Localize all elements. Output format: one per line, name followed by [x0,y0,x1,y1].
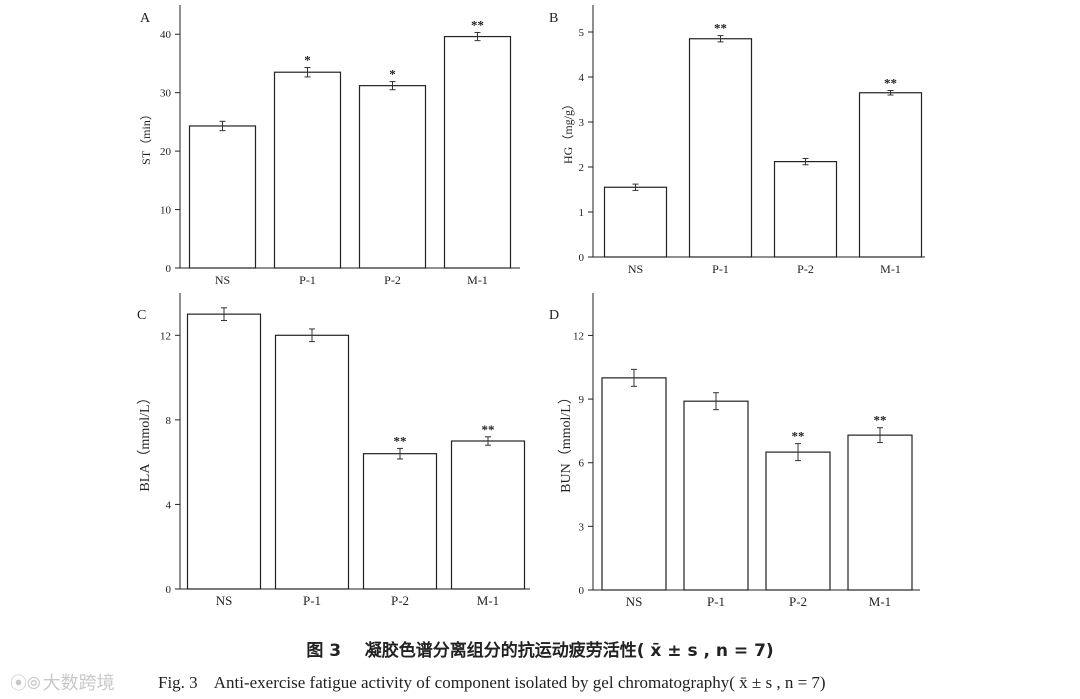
panel-c-bar [186,313,262,590]
panel-a-significance: * [304,53,311,68]
panel-b-y-label: HG（mg/g） [561,98,575,164]
panel-c-y-label: BLA（mmol/L） [137,390,153,491]
panel-d-x-tick-label: M-1 [869,594,891,609]
panel-a-y-tick-label: 20 [160,146,172,158]
panel-b-bar [603,186,668,258]
panel-a-y-label: ST（min） [139,108,153,165]
panel-a-y-tick-label: 0 [166,263,172,275]
panel-a-x-tick-label: P-2 [384,273,401,287]
panel-b-significance: ** [714,21,727,36]
panel-c-significance: ** [482,422,495,437]
panel-d-x-tick-label: P-2 [789,594,807,609]
panel-d-y-tick-label: 12 [573,330,584,342]
panel-b-label: B [549,11,558,26]
panel-b-x-tick-label: M-1 [880,262,901,276]
caption-english: Fig. 3 Anti-exercise fatigue activity of… [158,673,826,692]
panel-b-bar [773,161,838,258]
panel-c-bar [362,453,438,590]
panel-b-significance: ** [884,76,897,91]
panel-d-significance: ** [874,413,887,428]
panel-a-bar [273,71,342,269]
panel-a-y-tick-label: 30 [160,88,172,100]
watermark-text: 大数跨境 [42,673,115,694]
panel-b-x-tick-label: NS [628,262,643,276]
panel-d-x-tick-label: P-1 [707,594,725,609]
panel-b-y-tick-label: 0 [579,252,585,264]
panel-a-y-tick-label: 40 [160,29,172,41]
panel-c-y-tick-label: 8 [166,415,172,427]
panel-b-y-tick-label: 2 [579,162,585,174]
panel-c-bar [274,334,350,590]
panel-b-y-tick-label: 5 [579,27,585,39]
panel-a-x-tick-label: NS [215,273,230,287]
panel-a-y-tick-label: 10 [160,205,172,217]
panel-d-y-tick-label: 0 [579,585,585,597]
panel-d-bar [683,400,749,591]
panel-c-x-tick-label: NS [216,593,233,608]
panel-d-bar [765,451,831,591]
panel-b-y-tick-label: 4 [579,72,585,84]
panel-b-bar [858,92,923,258]
caption-chinese: 图 3 凝胶色谱分离组分的抗运动疲劳活性( x̄ ± s , n = 7) [306,641,774,661]
panel-c-label: C [137,308,146,323]
panel-c-y-tick-label: 12 [160,330,171,342]
panel-b-x-tick-label: P-1 [712,262,729,276]
panel-d-y-tick-label: 6 [579,458,585,470]
panel-a-bar [358,85,427,269]
panel-c-y-tick-label: 4 [166,499,172,511]
watermark: ⦿⦾ 大数跨境 [10,669,115,695]
panel-d-x-tick-label: NS [626,594,643,609]
watermark-logo-icon: ⦿⦾ [10,674,41,694]
panel-a-label: A [140,11,151,26]
panel-a-x-tick-label: M-1 [467,273,488,287]
panel-d-label: D [549,308,559,323]
panel-c-bar [450,440,526,590]
panel-a-bar [188,125,257,269]
panel-a-significance: ** [471,17,484,32]
panel-d-y-tick-label: 9 [579,394,585,406]
panel-d-bar [601,377,667,591]
panel-b-y-tick-label: 3 [579,117,585,129]
panel-d-y-label: BUN（mmol/L） [558,390,574,493]
panel-a-significance: * [389,67,396,82]
panel-c-significance: ** [394,433,407,448]
panel-d-bar [847,434,913,591]
panel-c-x-tick-label: M-1 [477,593,499,608]
panel-a-bar [443,35,512,269]
panel-b-x-tick-label: P-2 [797,262,814,276]
panel-c-x-tick-label: P-2 [391,593,409,608]
panel-c-x-tick-label: P-1 [303,593,321,608]
panel-c-y-tick-label: 0 [166,584,172,596]
panel-b-y-tick-label: 1 [579,207,585,219]
panel-a-x-tick-label: P-1 [299,273,316,287]
panel-b-bar [688,38,753,258]
panel-d-significance: ** [792,429,805,444]
panel-d-y-tick-label: 3 [579,521,585,533]
